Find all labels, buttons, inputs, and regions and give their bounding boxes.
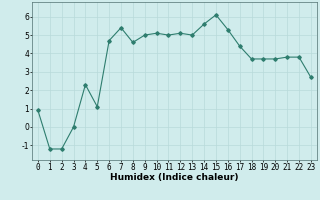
X-axis label: Humidex (Indice chaleur): Humidex (Indice chaleur) bbox=[110, 173, 239, 182]
